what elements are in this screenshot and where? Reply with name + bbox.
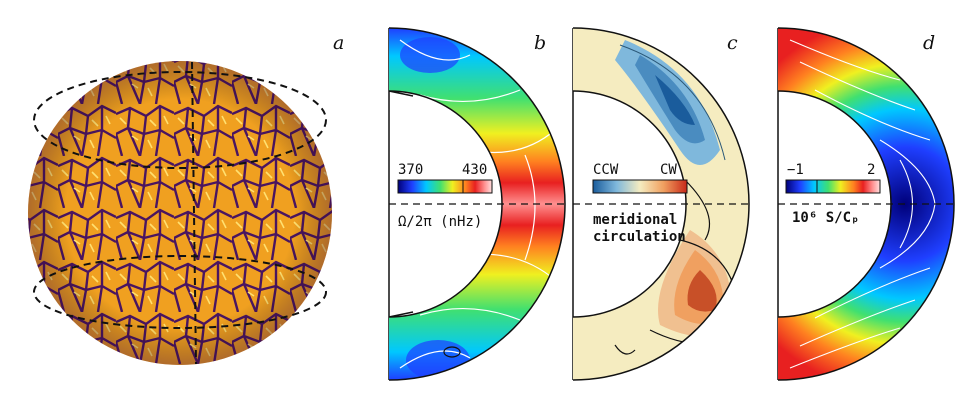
panel-d-label: d [923,32,935,54]
panel-b: 370 430 Ω/2π (nHz) b [388,27,569,381]
panel-d-caption: 10⁶ S/Cₚ [792,210,859,226]
panel-b-caption: Ω/2π (nHz) [398,214,482,230]
meridian-line [191,61,197,365]
colorbar-d-max: 2 [867,162,875,178]
panel-c-label: c [727,32,738,54]
colorbar-b [397,179,493,194]
colorbar-c-right: CW [660,162,677,178]
panel-c-caption-line2: circulation [593,229,686,245]
latitude-line-upper [33,71,327,169]
panel-c: CCW CW meridional circulation c [572,27,753,381]
panel-a-label: a [333,32,344,54]
colorbar-c-left: CCW [593,162,619,178]
colorbar-c [592,179,688,194]
panel-d: −1 2 10⁶ S/Cₚ d [777,27,958,381]
colorbar-b-max: 430 [462,162,487,178]
panel-b-label: b [534,32,546,54]
sphere-limb-shading [28,61,332,365]
colorbar-d [785,179,881,194]
panel-c-caption-line1: meridional [593,212,677,228]
latitude-line-lower [33,255,327,329]
colorbar-b-min: 370 [398,162,423,178]
colorbar-d-min: −1 [787,162,804,178]
panel-a: a [28,32,344,365]
